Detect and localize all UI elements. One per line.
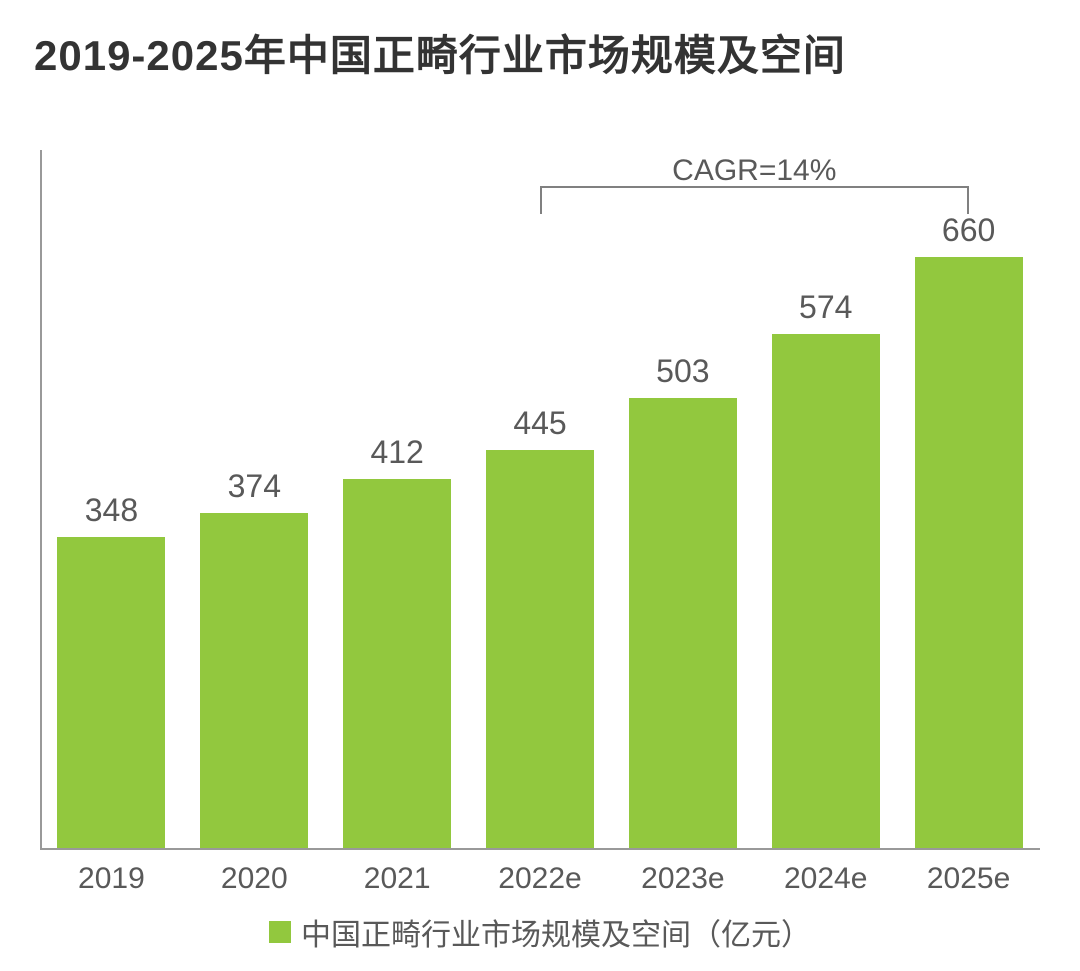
- bar-rect: [57, 537, 165, 848]
- bar-rect: [200, 513, 308, 848]
- plot-region: 348 374 412 445 503 574 660 CAGR=14%: [40, 150, 1040, 850]
- bar-slot: 503: [611, 353, 754, 848]
- bar-slot: 374: [183, 468, 326, 848]
- x-axis-label: 2021: [326, 862, 469, 896]
- bar-slot: 348: [40, 492, 183, 848]
- bar-value-label: 412: [370, 434, 423, 471]
- x-axis-label: 2025e: [897, 862, 1040, 896]
- bar-slot: 445: [469, 405, 612, 848]
- x-axis-label: 2020: [183, 862, 326, 896]
- bar-value-label: 574: [799, 289, 852, 326]
- bars-container: 348 374 412 445 503 574 660: [40, 150, 1040, 848]
- chart-area: 348 374 412 445 503 574 660 CAGR=14%: [40, 150, 1040, 850]
- bar-rect: [343, 479, 451, 848]
- legend-text: 中国正畸行业市场规模及空间（亿元）: [301, 910, 811, 954]
- bar-value-label: 503: [656, 353, 709, 390]
- bar-value-label: 348: [85, 492, 138, 529]
- cagr-annotation: CAGR=14%: [654, 154, 854, 188]
- chart-title: 2019-2025年中国正畸行业市场规模及空间: [34, 22, 846, 83]
- bar-slot: 412: [326, 434, 469, 848]
- bar-rect: [486, 450, 594, 848]
- legend: 中国正畸行业市场规模及空间（亿元）: [0, 910, 1080, 954]
- bar-rect: [629, 398, 737, 848]
- x-axis-line: [40, 848, 1040, 850]
- x-axis-label: 2023e: [611, 862, 754, 896]
- bar-value-label: 660: [942, 212, 995, 249]
- bar-rect: [915, 257, 1023, 848]
- bar-slot: 660: [897, 212, 1040, 848]
- bar-value-label: 445: [513, 405, 566, 442]
- bar-value-label: 374: [228, 468, 281, 505]
- x-axis-labels: 2019202020212022e2023e2024e2025e: [40, 862, 1040, 896]
- bar-slot: 574: [754, 289, 897, 848]
- x-axis-label: 2024e: [754, 862, 897, 896]
- cagr-bracket: [540, 186, 969, 214]
- bar-rect: [772, 334, 880, 848]
- x-axis-label: 2019: [40, 862, 183, 896]
- legend-swatch: [269, 921, 291, 943]
- x-axis-label: 2022e: [469, 862, 612, 896]
